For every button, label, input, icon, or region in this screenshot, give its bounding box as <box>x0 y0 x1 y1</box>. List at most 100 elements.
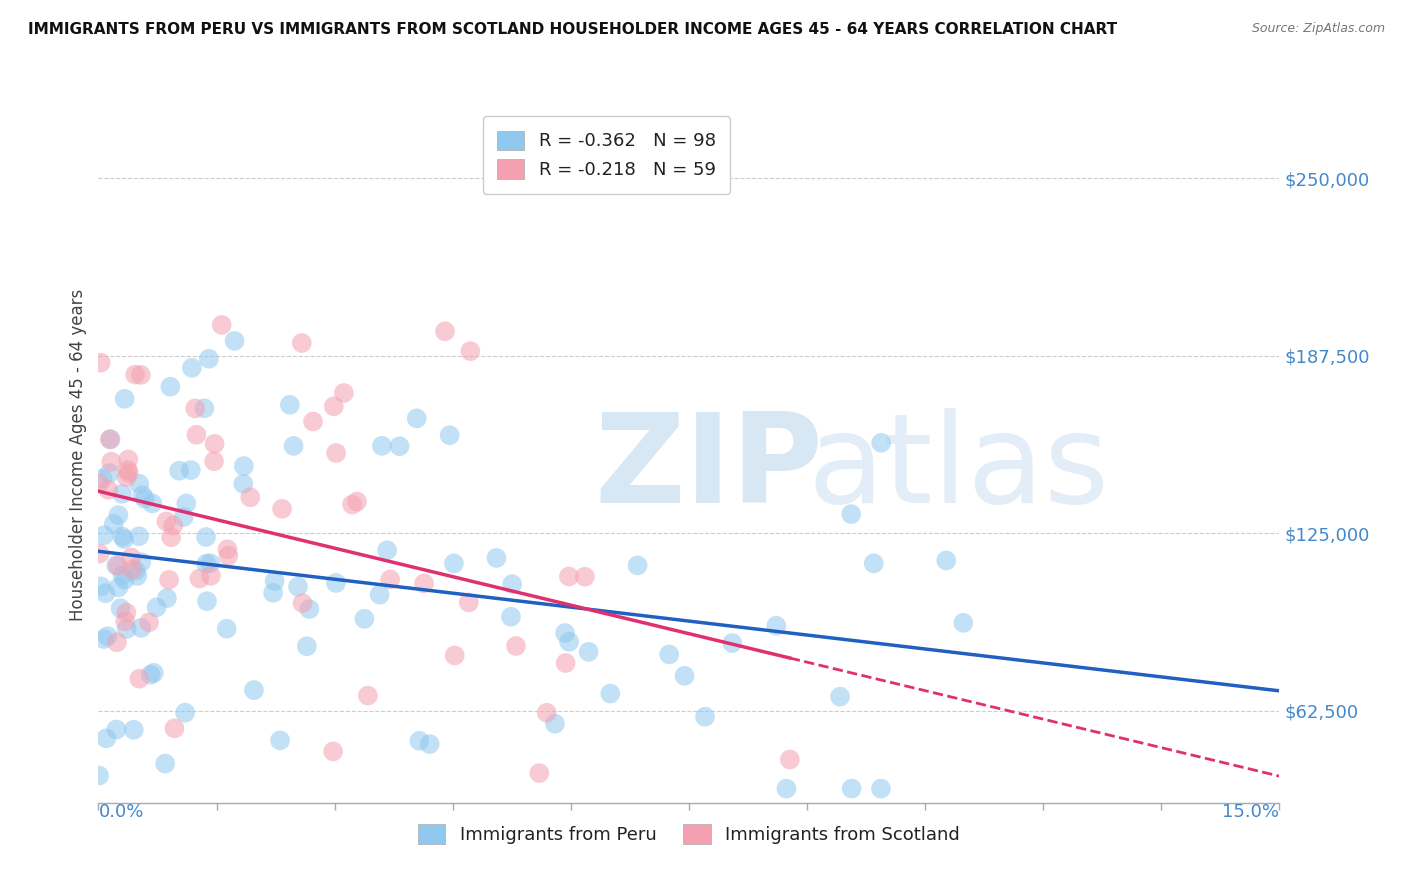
Point <box>105 558 128 573</box>
Point <box>658 648 681 662</box>
Point <box>115 606 138 620</box>
Point <box>554 626 576 640</box>
Point <box>375 543 398 558</box>
Point <box>195 594 218 608</box>
Point <box>765 619 787 633</box>
Point <box>107 558 129 573</box>
Point <box>554 656 576 670</box>
Point <box>460 344 482 359</box>
Point <box>162 518 184 533</box>
Point <box>775 781 797 796</box>
Point <box>127 569 149 583</box>
Point <box>156 591 179 605</box>
Point <box>120 550 142 565</box>
Point <box>217 542 239 557</box>
Point <box>295 640 318 654</box>
Point <box>325 576 347 591</box>
Point <box>111 568 134 582</box>
Point <box>129 621 152 635</box>
Point <box>131 488 153 502</box>
Point <box>578 645 600 659</box>
Point <box>186 427 208 442</box>
Point <box>195 530 218 544</box>
Point <box>443 648 465 663</box>
Point <box>862 557 884 571</box>
Point <box>353 612 375 626</box>
Point <box>184 401 207 416</box>
Point <box>599 686 621 700</box>
Point <box>357 689 380 703</box>
Point <box>122 723 145 737</box>
Point <box>163 722 186 736</box>
Point <box>87 476 110 491</box>
Point <box>200 569 222 583</box>
Point <box>188 572 211 586</box>
Point <box>322 400 344 414</box>
Point <box>117 463 139 477</box>
Point <box>114 392 136 406</box>
Text: 15.0%: 15.0% <box>1222 803 1279 821</box>
Point <box>574 570 596 584</box>
Text: Source: ZipAtlas.com: Source: ZipAtlas.com <box>1251 22 1385 36</box>
Point <box>419 737 441 751</box>
Point <box>505 639 527 653</box>
Point <box>105 635 128 649</box>
Point <box>346 494 368 508</box>
Point <box>434 324 457 338</box>
Point <box>96 731 118 746</box>
Point <box>626 558 648 573</box>
Point <box>198 351 221 366</box>
Point <box>322 744 344 758</box>
Point <box>828 690 851 704</box>
Point <box>134 491 156 506</box>
Point <box>180 463 202 477</box>
Point <box>204 437 226 451</box>
Point <box>333 386 356 401</box>
Point <box>558 634 581 648</box>
Point <box>114 573 136 587</box>
Point <box>180 360 202 375</box>
Point <box>269 733 291 747</box>
Point <box>174 496 197 510</box>
Point <box>128 672 150 686</box>
Point <box>544 716 567 731</box>
Point <box>91 472 114 486</box>
Point <box>105 723 128 737</box>
Point <box>107 581 129 595</box>
Point <box>536 706 558 720</box>
Point <box>443 557 465 571</box>
Point <box>160 530 183 544</box>
Point <box>98 432 121 446</box>
Point <box>193 401 215 416</box>
Point <box>501 577 523 591</box>
Point <box>485 550 508 565</box>
Point <box>673 669 696 683</box>
Point <box>124 368 146 382</box>
Point <box>283 439 305 453</box>
Point <box>100 432 122 446</box>
Point <box>952 615 974 630</box>
Text: 0.0%: 0.0% <box>98 803 143 821</box>
Point <box>291 336 314 351</box>
Point <box>870 781 893 796</box>
Point <box>263 574 285 588</box>
Point <box>215 622 238 636</box>
Point <box>211 318 233 332</box>
Point <box>128 476 150 491</box>
Point <box>110 601 132 615</box>
Point <box>100 455 122 469</box>
Text: ZIP: ZIP <box>595 409 823 529</box>
Point <box>935 553 957 567</box>
Point <box>112 532 135 546</box>
Point <box>167 464 190 478</box>
Point <box>232 476 254 491</box>
Point <box>131 555 153 569</box>
Point <box>141 496 163 510</box>
Point <box>173 510 195 524</box>
Point <box>89 547 111 561</box>
Point <box>114 615 136 629</box>
Point <box>839 507 862 521</box>
Point <box>380 573 402 587</box>
Point <box>115 470 138 484</box>
Point <box>155 756 177 771</box>
